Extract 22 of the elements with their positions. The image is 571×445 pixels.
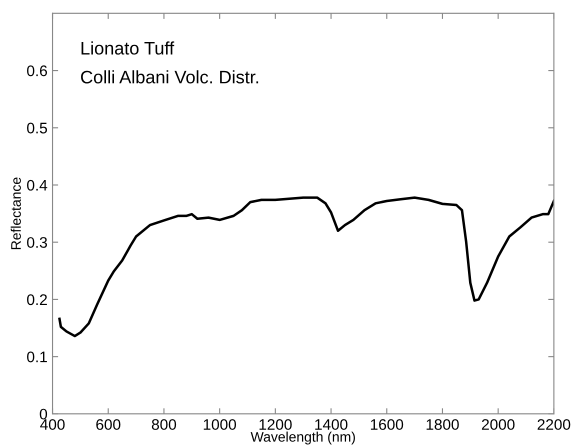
annotation: Lionato Tuff [82,41,174,55]
line-series [58,196,554,338]
x-tick-label: 1600 [370,419,404,430]
x-tick-label: 1400 [315,419,348,430]
x-tick-label: 800 [152,419,176,430]
annotation: Colli Albani Volc. Distr. [81,70,258,84]
y-tick-label: 0.5 [27,122,48,134]
x-tick-label: 600 [96,419,120,430]
x-axis-title: Wavelength (nm) [250,432,355,445]
x-tick-label: 2000 [482,419,515,430]
y-tick-label: 0.3 [27,237,47,248]
x-tick-label: 1800 [426,419,459,430]
y-tick-label: 0.4 [27,180,48,191]
y-tick-label: 0.6 [27,65,47,76]
y-tick-label: 0 [40,408,48,420]
y-tick-label: 0.2 [27,294,47,306]
x-tick-label: 400 [40,419,65,430]
y-tick-label: 0.1 [27,352,47,362]
x-tick-label: 2200 [538,419,570,430]
x-tick-label: 1200 [260,419,292,430]
x-tick-label: 1000 [204,419,236,430]
y-axis-title: Reflectance [10,178,21,250]
